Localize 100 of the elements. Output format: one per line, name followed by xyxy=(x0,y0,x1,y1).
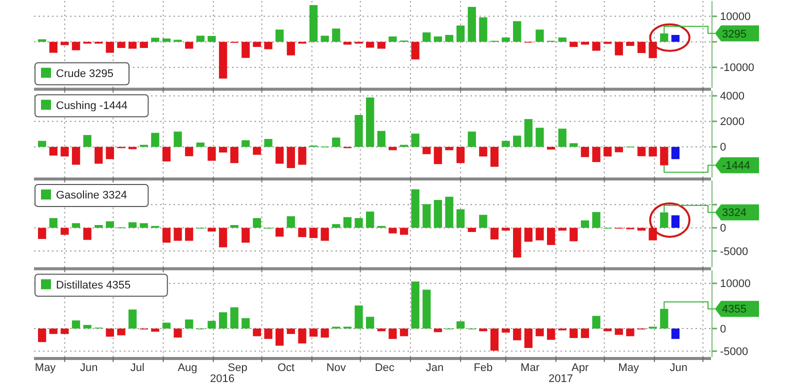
bar xyxy=(38,228,46,239)
bar xyxy=(456,146,465,164)
bar xyxy=(490,228,499,240)
bar xyxy=(626,42,634,46)
bar xyxy=(422,290,431,329)
bar xyxy=(366,42,374,48)
x-tick-label: Oct xyxy=(277,362,295,374)
bar xyxy=(343,217,352,228)
bar xyxy=(94,225,103,228)
bar xyxy=(309,328,318,337)
bar xyxy=(218,42,228,79)
y-tick-label: 10000 xyxy=(720,11,751,24)
bar xyxy=(60,146,69,156)
bar xyxy=(546,146,556,150)
bar xyxy=(38,140,46,147)
bar xyxy=(502,37,510,42)
bar xyxy=(196,36,204,42)
bar xyxy=(72,146,80,165)
bar xyxy=(298,228,306,238)
bar xyxy=(513,21,522,42)
annotation: -1444 xyxy=(722,160,750,172)
y-tick-label: 2000 xyxy=(720,116,744,128)
bar xyxy=(604,146,612,156)
bar xyxy=(83,228,92,240)
bar xyxy=(570,228,578,242)
bar xyxy=(140,42,148,48)
legend-label: Crude 3295 xyxy=(56,68,114,80)
bar xyxy=(468,132,476,147)
x-tick-label: Jan xyxy=(426,362,444,374)
legend-label: Distillates 4355 xyxy=(56,279,131,292)
bar xyxy=(106,221,114,228)
bar xyxy=(388,36,397,42)
x-tick-label: May xyxy=(34,362,56,374)
bar xyxy=(174,132,182,147)
bar xyxy=(298,328,306,344)
bar xyxy=(196,142,204,147)
bar xyxy=(388,228,397,234)
bar xyxy=(128,222,137,228)
bar xyxy=(377,328,386,332)
x-tick-label: Jul xyxy=(130,362,144,374)
y-tick-label: 0 xyxy=(720,323,726,336)
bar xyxy=(128,310,137,329)
annotation: 3295 xyxy=(722,28,746,40)
bar xyxy=(83,324,92,329)
bar xyxy=(434,328,442,332)
bar xyxy=(264,328,272,339)
bar xyxy=(377,130,386,147)
bar xyxy=(513,228,522,258)
bar xyxy=(208,146,216,161)
bar xyxy=(592,146,600,162)
bar xyxy=(286,216,295,228)
bar xyxy=(614,42,623,56)
bar xyxy=(445,146,454,150)
bar xyxy=(252,42,262,47)
bar xyxy=(366,316,374,329)
bar xyxy=(671,34,680,42)
bar xyxy=(218,228,228,248)
bar xyxy=(513,328,522,340)
bar xyxy=(185,320,194,329)
bar xyxy=(580,328,590,338)
bar xyxy=(411,42,420,60)
x-tick-label: Apr xyxy=(572,362,590,374)
bar xyxy=(49,328,58,334)
x-tick-label: Nov xyxy=(326,362,346,374)
bar xyxy=(72,223,80,228)
bar xyxy=(320,328,329,338)
bar xyxy=(570,143,578,147)
bar xyxy=(660,146,668,166)
bar xyxy=(648,146,657,156)
bar xyxy=(106,146,114,160)
annotation: 3324 xyxy=(722,207,746,220)
y-tick-label: -5000 xyxy=(720,246,748,258)
bar xyxy=(276,30,284,42)
y-tick-label: 0 xyxy=(720,142,726,154)
x-tick-label: Jun xyxy=(80,362,98,374)
y-tick-label: 0 xyxy=(720,222,726,235)
bar xyxy=(230,307,238,329)
bar xyxy=(536,128,544,147)
bar xyxy=(242,140,250,147)
legend-label: Gasoline 3324 xyxy=(56,190,127,202)
bar xyxy=(671,215,680,228)
bar xyxy=(162,38,171,42)
bar xyxy=(434,146,442,164)
bar xyxy=(332,28,340,42)
bar xyxy=(264,42,272,50)
bar xyxy=(536,328,544,336)
bar xyxy=(546,328,556,340)
bar xyxy=(208,36,216,42)
legend-label: Cushing -1444 xyxy=(56,100,128,112)
bar xyxy=(128,42,137,49)
bar xyxy=(592,212,600,228)
bar xyxy=(242,228,250,243)
bar xyxy=(106,42,114,53)
bar xyxy=(502,228,510,231)
bar xyxy=(558,128,566,147)
text: 2017 xyxy=(548,373,573,383)
bar xyxy=(320,36,329,42)
bar xyxy=(117,328,126,336)
bar xyxy=(72,42,80,50)
bar xyxy=(162,228,171,243)
